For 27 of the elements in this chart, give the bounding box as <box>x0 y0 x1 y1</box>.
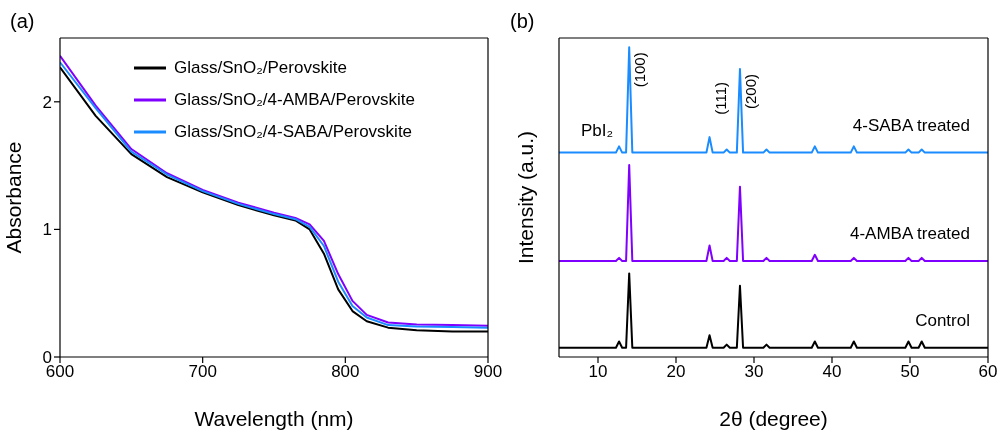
chart-title: (a) <box>10 10 35 33</box>
legend-label: Glass/SnO₂/4-AMBA/Perovskite <box>174 89 415 111</box>
series-label: 4-AMBA treated <box>849 223 970 243</box>
x-tick-label: 30 <box>744 362 764 382</box>
x-tick-label: 60 <box>978 362 998 382</box>
x-tick-label: 10 <box>588 362 608 382</box>
series-label: Control <box>915 310 970 330</box>
chart-title: (b) <box>510 10 535 33</box>
y-axis-title: Intensity (a.u.) <box>514 130 538 265</box>
annotation: (100) <box>631 52 649 88</box>
x-axis-title: Wavelength (nm) <box>194 407 354 430</box>
x-tick-label: 20 <box>666 362 686 382</box>
annotation: PbI₂ <box>580 121 614 141</box>
legend-label: Glass/SnO₂/Perovskite <box>174 57 347 79</box>
y-tick-label: 2 <box>42 92 52 112</box>
series-label: 4-SABA treated <box>852 115 970 135</box>
x-tick-label: 700 <box>188 362 217 382</box>
x-tick-label: 800 <box>331 362 360 382</box>
x-axis-title: 2θ (degree) <box>719 407 828 430</box>
y-axis-title: Absorbance <box>2 141 26 254</box>
x-tick-label: 40 <box>822 362 842 382</box>
x-tick-label: 50 <box>900 362 920 382</box>
y-tick-label: 1 <box>42 220 52 240</box>
legend-label: Glass/SnO₂/4-SABA/Perovskite <box>174 121 413 143</box>
annotation: (111) <box>711 82 729 115</box>
x-tick-label: 900 <box>473 362 503 382</box>
annotation: (200) <box>741 73 759 109</box>
